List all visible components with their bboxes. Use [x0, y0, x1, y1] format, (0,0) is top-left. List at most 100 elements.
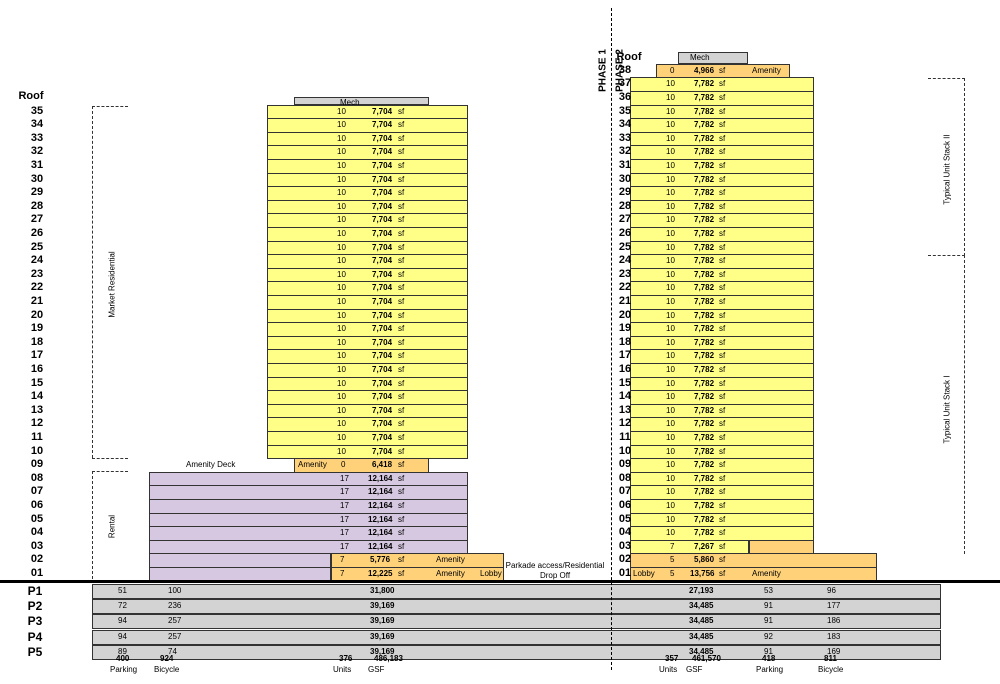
podium-floor: [149, 512, 468, 528]
unit-count: 10: [666, 501, 675, 510]
floor-area: 7,704: [372, 215, 393, 225]
unit-count: 10: [337, 215, 346, 225]
area-unit: sf: [719, 419, 726, 429]
floor-label: 10: [30, 444, 44, 457]
floor-plate: [267, 227, 468, 242]
right-bicycle-count: 186: [827, 616, 841, 626]
floor-area: 7,782: [694, 433, 715, 442]
area-unit: sf: [719, 392, 726, 402]
floor-area: 7,704: [372, 310, 393, 320]
left-parking-count: 51: [118, 586, 127, 595]
area-unit: sf: [398, 555, 405, 565]
area-unit: sf: [719, 93, 726, 102]
area-unit: sf: [398, 528, 405, 538]
area-unit: sf: [398, 351, 405, 361]
floor-label: 08: [618, 471, 632, 484]
floor-plate: [267, 172, 468, 188]
area-unit: sf: [398, 297, 405, 306]
area-unit: sf: [398, 392, 405, 402]
floor-label: 04: [30, 526, 44, 539]
area-unit: sf: [398, 378, 405, 388]
floor-area: 7,782: [694, 188, 715, 198]
floor-area: 7,782: [694, 79, 715, 89]
area-unit: sf: [398, 201, 405, 211]
area-unit: sf: [398, 337, 405, 347]
floor-label: 10: [618, 444, 632, 457]
area-unit: sf: [719, 283, 726, 293]
area-unit: sf: [719, 541, 726, 551]
unit-count: 10: [666, 528, 675, 538]
area-unit: sf: [719, 310, 726, 320]
amenity-floor: [749, 539, 814, 555]
floor-plate: [267, 199, 468, 215]
floor-area: 7,782: [694, 242, 715, 252]
floor-area: 7,782: [694, 147, 715, 157]
floor-area: 7,782: [694, 133, 715, 143]
floor-area: 7,267: [694, 541, 715, 551]
left-parking-count: 89: [118, 646, 127, 656]
floor-area: 7,782: [694, 310, 715, 320]
floor-label: 29: [30, 186, 44, 199]
left-total-gsf-caption: GSF: [368, 665, 385, 674]
parking-level: [92, 614, 941, 630]
area-unit: sf: [719, 405, 726, 415]
floor-area: 7,704: [372, 161, 393, 170]
floor-label: 05: [618, 512, 632, 525]
unit-count: 0: [670, 65, 675, 75]
stack-ii-label: Typical Unit Stack II: [942, 134, 952, 205]
area-unit: sf: [398, 446, 405, 456]
unit-count: 10: [337, 392, 346, 402]
floor-label: 24: [30, 254, 44, 267]
unit-count: 10: [666, 283, 675, 293]
unit-count: 7: [340, 569, 345, 578]
right-parking-count: 53: [764, 586, 773, 595]
floor-label: 30: [618, 172, 632, 185]
left-gsf: 39,169: [370, 616, 395, 626]
unit-count: 17: [340, 487, 349, 497]
floor-label: 31: [618, 159, 632, 171]
floor-label: 15: [618, 376, 632, 389]
area-unit: sf: [719, 569, 726, 578]
area-unit: sf: [719, 65, 726, 75]
floor-label: 28: [618, 199, 632, 212]
floor-label: 07: [618, 485, 632, 498]
right-total-gsf-caption: GSF: [686, 665, 703, 674]
area-unit: sf: [719, 378, 726, 388]
floor-area: 7,704: [372, 324, 393, 334]
floor-plate: [267, 295, 468, 310]
floor-area: 12,164: [368, 501, 393, 510]
area-unit: sf: [719, 365, 726, 374]
floor-label: 32: [618, 145, 632, 158]
floor-label: 33: [30, 131, 44, 144]
floor-area: 7,782: [694, 93, 715, 102]
unit-count: 10: [666, 337, 675, 347]
floor-area: 7,782: [694, 297, 715, 306]
area-unit: sf: [719, 337, 726, 347]
floor-label: 02: [618, 553, 632, 566]
floor-label: 35: [618, 104, 632, 117]
floor-area: 7,704: [372, 120, 393, 130]
area-unit: sf: [398, 188, 405, 198]
phase-2-label: PHASE 2: [614, 49, 626, 92]
unit-count: 10: [337, 297, 346, 306]
unit-count: 10: [337, 174, 346, 184]
floor-area: 7,704: [372, 283, 393, 293]
floor-label: 14: [30, 390, 44, 403]
unit-count: 10: [337, 242, 346, 252]
unit-count: 0: [341, 460, 346, 470]
floor-plate: [267, 335, 468, 351]
floor-label: 18: [618, 335, 632, 348]
area-unit: sf: [719, 487, 726, 497]
floor-label: 23: [30, 267, 44, 280]
unit-count: 10: [666, 269, 675, 279]
rental-bracket: [92, 471, 105, 579]
floor-area: 7,704: [372, 174, 393, 184]
amenity-tag: Amenity: [752, 569, 781, 578]
floor-label: 27: [618, 213, 632, 226]
floor-label: 26: [30, 227, 44, 239]
floor-label: 14: [618, 390, 632, 403]
left-total-bicycle-caption: Bicycle: [154, 665, 180, 674]
floor-area: 7,782: [694, 174, 715, 184]
podium-floor: [149, 526, 468, 541]
right-bicycle-count: 183: [827, 631, 841, 641]
